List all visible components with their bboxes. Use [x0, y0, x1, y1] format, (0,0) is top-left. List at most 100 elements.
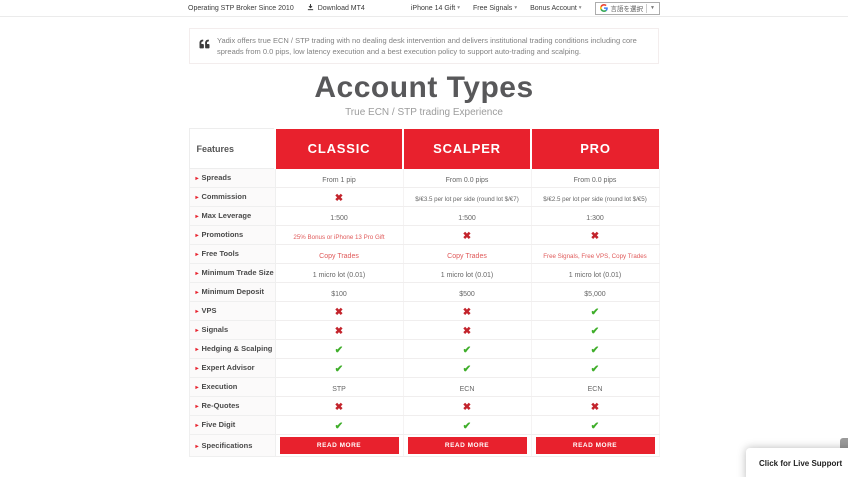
column-header-pro[interactable]: PRO	[530, 128, 659, 169]
arrow-right-icon: ▸	[195, 443, 199, 450]
live-support-label: Click for Live Support	[759, 459, 843, 468]
arrow-right-icon: ▸	[195, 252, 199, 259]
cell-text: 1:500	[330, 214, 348, 222]
value-cell: ✔	[531, 301, 660, 321]
cell-text: $500	[459, 290, 475, 298]
value-cell: 1 micro lot (0.01)	[531, 263, 660, 283]
cell-text: 1 micro lot (0.01)	[440, 271, 494, 279]
value-cell: ✔	[403, 358, 532, 378]
table-row: ▸ Spreads From 1 pip From 0.0 pips From 0.0 …	[188, 168, 660, 188]
column-header-scalper[interactable]: SCALPER	[402, 128, 531, 169]
read-more-button[interactable]: READ MORE	[535, 436, 655, 454]
value-cell[interactable]: READ MORE	[275, 434, 404, 457]
check-icon: ✔	[334, 420, 344, 432]
feature-label: Hedging & Scalping	[201, 344, 273, 354]
cell-link[interactable]: Copy Trades	[447, 252, 487, 260]
cell-link[interactable]: 25% Bonus or iPhone 13 Pro Gift	[293, 233, 385, 241]
cell-text: 1 micro lot (0.01)	[312, 271, 366, 279]
feature-label-cell: ▸ Five Digit	[188, 415, 276, 435]
account-table-body: ▸ Spreads From 1 pip From 0.0 pips From 0.0 …	[188, 168, 660, 457]
value-cell[interactable]: READ MORE	[403, 434, 532, 457]
table-header-row: Features CLASSIC SCALPER PRO	[188, 128, 659, 169]
value-cell: ✖	[531, 225, 660, 245]
cell-text: $/€3.5 per lot per side (round lot $/€7)	[415, 195, 519, 203]
value-cell: 1:500	[403, 206, 532, 226]
download-icon	[307, 3, 314, 13]
feature-label-cell: ▸ Signals	[188, 320, 276, 340]
nav-right-group: iPhone 14 Gift ▾ Free Signals ▾ Bonus Ac…	[410, 1, 660, 15]
nav-item-free-signals[interactable]: Free Signals ▾	[473, 4, 518, 12]
top-navigation-bar: Operating STP Broker Since 2010 Download…	[0, 0, 848, 17]
value-cell: $500	[403, 282, 532, 302]
arrow-right-icon: ▸	[195, 347, 199, 354]
table-row: ▸ Free Tools Copy Trades Copy Trades Free Si…	[188, 244, 660, 264]
arrow-right-icon: ▸	[195, 290, 199, 297]
broker-quote-block: Yadix offers true ECN / STP trading with…	[189, 28, 659, 64]
feature-label-cell: ▸ Specifications	[188, 434, 276, 457]
cell-text: From 0.0 pips	[445, 176, 489, 184]
table-row: ▸ Promotions 25% Bonus or iPhone 13 Pro Gi…	[188, 225, 660, 245]
nav-item-bonus-account[interactable]: Bonus Account ▾	[530, 4, 582, 12]
table-row: ▸ VPS ✖ ✖ ✔	[188, 301, 660, 321]
download-mt4-link[interactable]: Download MT4	[307, 3, 365, 13]
translate-separator	[646, 3, 648, 13]
feature-label: Specifications	[201, 440, 253, 450]
check-icon: ✔	[590, 325, 600, 337]
value-cell[interactable]: 25% Bonus or iPhone 13 Pro Gift	[275, 225, 404, 245]
cross-icon: ✖	[590, 230, 600, 242]
cell-text: $5,000	[584, 290, 606, 298]
table-row: ▸ Minimum Trade Size 1 micro lot (0.01) 1 m…	[188, 263, 660, 283]
cross-icon: ✖	[462, 230, 472, 242]
feature-label: Expert Advisor	[201, 363, 255, 373]
read-more-button[interactable]: READ MORE	[407, 436, 527, 454]
value-cell: 1:500	[275, 206, 404, 226]
arrow-right-icon: ▸	[195, 385, 199, 392]
read-more-button[interactable]: READ MORE	[279, 436, 399, 454]
value-cell: $/€2.5 per lot per side (round lot $/€5)	[531, 187, 660, 207]
table-row: ▸ Hedging & Scalping ✔ ✔ ✔	[188, 339, 660, 359]
value-cell: 1 micro lot (0.01)	[403, 263, 532, 283]
value-cell: From 0.0 pips	[403, 168, 532, 188]
value-cell: From 0.0 pips	[531, 168, 660, 188]
page-title: Account Types	[314, 71, 534, 104]
feature-label: Execution	[201, 382, 238, 392]
column-header-classic[interactable]: CLASSIC	[274, 128, 403, 169]
value-cell: $100	[275, 282, 404, 302]
arrow-right-icon: ▸	[195, 195, 199, 202]
feature-label: Signals	[201, 325, 229, 335]
arrow-right-icon: ▸	[195, 309, 199, 316]
check-icon: ✔	[462, 420, 472, 432]
chat-side-tab[interactable]	[840, 438, 848, 457]
cell-text: $/€2.5 per lot per side (round lot $/€5)	[543, 195, 647, 203]
cell-link[interactable]: Free Signals, Free VPS, Copy Trades	[543, 252, 647, 260]
value-cell[interactable]: Copy Trades	[403, 244, 532, 264]
feature-label: Five Digit	[201, 420, 236, 430]
cross-icon: ✖	[334, 325, 344, 337]
cell-link[interactable]: Copy Trades	[319, 252, 359, 260]
cell-text: $100	[331, 290, 347, 298]
value-cell: $5,000	[531, 282, 660, 302]
arrow-right-icon: ▸	[195, 214, 199, 221]
check-icon: ✔	[462, 363, 472, 375]
check-icon: ✔	[590, 306, 600, 318]
value-cell[interactable]: READ MORE	[531, 434, 660, 457]
value-cell[interactable]: Free Signals, Free VPS, Copy Trades	[531, 244, 660, 264]
chevron-down-icon: ▾	[514, 5, 518, 11]
arrow-right-icon: ▸	[195, 404, 199, 411]
feature-label-cell: ▸ Minimum Trade Size	[188, 263, 276, 283]
cell-text: ECN	[459, 385, 475, 393]
live-support-button[interactable]: Click for Live Support	[746, 448, 848, 477]
feature-label-cell: ▸ Free Tools	[188, 244, 276, 264]
google-translate-widget[interactable]: 言語を選択 ▼	[594, 1, 660, 15]
value-cell: ✖	[531, 396, 660, 416]
nav-item-iphone-gift[interactable]: iPhone 14 Gift ▾	[410, 4, 461, 12]
value-cell: ✔	[531, 320, 660, 340]
page-subtitle: True ECN / STP trading Experience	[345, 107, 503, 118]
feature-label-cell: ▸ Promotions	[188, 225, 276, 245]
feature-label-cell: ▸ Expert Advisor	[188, 358, 276, 378]
download-label: Download MT4	[317, 4, 365, 12]
cell-text: From 0.0 pips	[573, 176, 617, 184]
value-cell[interactable]: Copy Trades	[275, 244, 404, 264]
check-icon: ✔	[334, 363, 344, 375]
cross-icon: ✖	[334, 401, 344, 413]
